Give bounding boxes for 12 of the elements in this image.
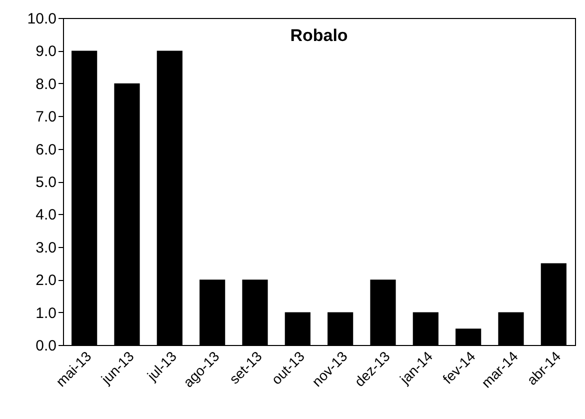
y-tick-label: 0.0 — [36, 338, 56, 354]
y-tick-label: 7.0 — [36, 108, 56, 126]
y-tick-label: 5.0 — [36, 174, 56, 191]
chart-title: Robalo — [290, 26, 348, 45]
y-tick-label: 2.0 — [36, 272, 56, 290]
y-tick-label: 8.0 — [36, 76, 56, 93]
y-tick-label: 4.0 — [36, 206, 56, 224]
y-tick-label: 9.0 — [36, 43, 56, 60]
y-tick-label: 6.0 — [36, 141, 56, 158]
y-tick-label: 1.0 — [36, 304, 56, 322]
y-tick-label: 3.0 — [36, 239, 56, 256]
y-tick-label: 10.0 — [27, 10, 56, 28]
